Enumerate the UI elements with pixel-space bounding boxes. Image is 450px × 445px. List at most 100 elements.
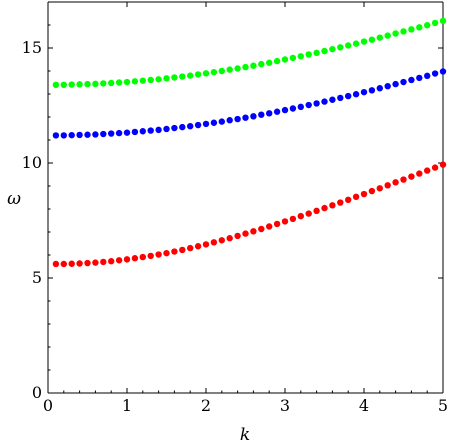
data-point [187, 123, 194, 130]
x-tick-label: 4 [359, 396, 369, 415]
data-point [226, 66, 233, 73]
data-point [345, 42, 352, 49]
data-point [258, 60, 265, 68]
data-point [289, 105, 297, 112]
data-point [187, 244, 194, 252]
x-tick-label: 1 [122, 396, 132, 415]
data-point [313, 100, 320, 107]
data-point [337, 94, 344, 102]
data-point [115, 79, 123, 86]
data-point [202, 120, 210, 128]
data-point [147, 252, 154, 260]
data-point [163, 249, 170, 257]
data-point [431, 19, 439, 27]
data-point [179, 73, 186, 80]
data-point [384, 32, 391, 39]
data-point [226, 117, 233, 124]
data-point [281, 56, 289, 63]
data-point [92, 131, 99, 138]
data-point [60, 132, 67, 139]
data-point [100, 130, 107, 138]
data-point [258, 225, 265, 233]
data-point [281, 218, 289, 225]
x-tick-label: 2 [201, 396, 211, 415]
data-point [131, 78, 139, 85]
data-point [360, 38, 368, 45]
y-tick-label: 0 [32, 383, 42, 402]
data-point [76, 131, 83, 139]
data-point [163, 125, 170, 133]
data-point [76, 260, 83, 267]
data-point [68, 81, 75, 88]
data-point [416, 170, 423, 177]
data-point [352, 193, 360, 201]
data-point [297, 53, 304, 60]
data-point [416, 24, 423, 31]
data-point [68, 131, 75, 139]
data-point [360, 88, 368, 96]
data-point [376, 34, 383, 41]
data-point [52, 81, 60, 89]
data-point [384, 182, 391, 189]
data-point [171, 124, 178, 132]
series-1 [52, 68, 447, 139]
data-point [179, 123, 186, 131]
data-point [163, 75, 170, 82]
data-point [329, 202, 336, 209]
data-point [202, 241, 210, 248]
data-point [202, 70, 210, 77]
data-point [345, 196, 352, 203]
data-point [108, 130, 115, 137]
data-point [210, 68, 218, 76]
data-point [123, 78, 131, 86]
data-point [360, 190, 368, 198]
data-point [194, 243, 202, 250]
data-point [345, 92, 352, 100]
data-point [273, 57, 281, 65]
data-point [439, 17, 447, 25]
y-tick-label: 5 [32, 268, 42, 287]
data-point [337, 44, 344, 51]
data-point [218, 118, 225, 125]
data-point [234, 65, 241, 72]
data-point [266, 223, 273, 230]
data-point [439, 68, 447, 75]
data-point [234, 232, 241, 240]
data-point [321, 98, 328, 105]
data-point [210, 239, 218, 246]
x-tick-label: 5 [438, 396, 448, 415]
y-axis-title: ω [7, 189, 21, 209]
data-point [115, 257, 123, 264]
data-point [84, 259, 91, 267]
data-point [115, 129, 123, 137]
data-point [250, 228, 257, 235]
data-point [368, 36, 376, 43]
data-point [60, 260, 67, 268]
data-point [305, 51, 312, 58]
x-axis-title: k [240, 425, 250, 445]
data-point [313, 49, 320, 57]
data-point [100, 258, 107, 266]
data-point [313, 207, 320, 215]
data-point [266, 59, 273, 66]
x-tick-label: 0 [43, 396, 53, 415]
data-point [155, 126, 162, 134]
data-point [305, 210, 312, 217]
data-point [108, 258, 115, 265]
data-point [139, 128, 146, 135]
series-0 [52, 161, 447, 268]
data-point [194, 121, 202, 129]
data-point [100, 80, 107, 87]
data-point [147, 127, 154, 134]
data-point [92, 259, 99, 266]
data-point [52, 132, 60, 139]
data-point [424, 22, 431, 29]
data-point [139, 253, 146, 261]
data-point [210, 119, 218, 126]
data-point [408, 76, 415, 84]
data-point [400, 28, 407, 35]
data-point [179, 246, 186, 254]
data-point [431, 164, 439, 171]
data-point [234, 115, 241, 123]
data-point [408, 173, 415, 180]
